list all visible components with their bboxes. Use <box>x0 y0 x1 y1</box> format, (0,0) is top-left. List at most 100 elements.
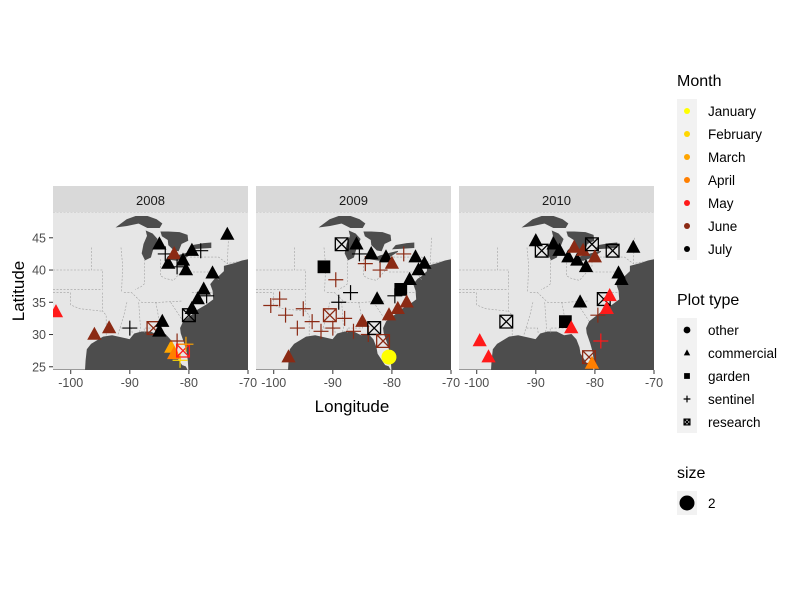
legend-shape-label: sentinel <box>708 392 755 407</box>
data-point-commercial <box>167 246 182 260</box>
data-point-commercial <box>587 249 602 263</box>
x-tick-label: -70 <box>442 376 460 390</box>
data-point-commercial <box>552 242 567 256</box>
data-point-commercial <box>546 236 561 250</box>
data-point-research <box>499 314 514 329</box>
x-tick-label: -70 <box>239 376 257 390</box>
data-point-commercial <box>599 300 614 314</box>
x-tick-label: -80 <box>586 376 604 390</box>
data-point-commercial <box>561 249 576 263</box>
data-point-commercial <box>408 249 423 263</box>
y-tick-label: 40 <box>32 264 46 278</box>
map-background <box>459 212 654 370</box>
legend-month-key <box>684 177 690 183</box>
data-point-commercial <box>602 288 617 302</box>
data-point-commercial <box>161 255 176 269</box>
data-point-research <box>322 308 337 323</box>
x-tick-label: -80 <box>383 376 401 390</box>
legend-month-label: June <box>708 219 737 234</box>
data-point-commercial <box>402 271 417 285</box>
legend-shape-key <box>683 349 691 356</box>
data-point-commercial <box>626 239 641 253</box>
data-point-commercial <box>567 239 582 253</box>
data-points <box>472 233 641 369</box>
data-point-sentinel <box>590 307 606 323</box>
data-points <box>53 226 235 368</box>
data-point-sentinel <box>325 320 341 336</box>
data-point-research <box>605 243 620 258</box>
x-tick-label: -90 <box>527 376 545 390</box>
data-point-sentinel <box>278 307 294 323</box>
data-point-sentinel <box>351 246 367 262</box>
legend-shape-key <box>684 373 690 379</box>
data-point-sentinel <box>295 301 311 317</box>
legend-shape-label: garden <box>708 369 750 384</box>
data-point-commercial <box>196 281 211 295</box>
data-point-sentinel <box>337 310 353 326</box>
legend-size-title: size <box>677 465 706 482</box>
legend-month-label: April <box>708 173 735 188</box>
data-point-sentinel <box>169 259 185 275</box>
legend-shape-key <box>683 418 691 426</box>
data-point-commercial <box>417 255 432 269</box>
legend-shape-label: research <box>708 415 761 430</box>
legend-size-label: 2 <box>708 496 716 511</box>
data-point-sentinel <box>331 294 347 310</box>
data-point-commercial <box>349 236 364 250</box>
facet-panel-2009: 2009 <box>256 186 451 370</box>
data-point-commercial <box>564 320 579 334</box>
data-point-sentinel <box>178 336 194 352</box>
legend-month-key <box>684 246 690 252</box>
data-point-commercial <box>190 291 205 305</box>
data-point-commercial <box>614 271 629 285</box>
legend-size-key <box>679 495 695 511</box>
legend-month-key <box>684 154 690 160</box>
data-point-garden <box>317 260 331 274</box>
data-point-commercial <box>378 249 394 263</box>
legend-shape-title: Plot type <box>677 292 739 309</box>
data-point-sentinel <box>593 333 609 349</box>
data-point-commercial <box>155 313 170 327</box>
legend-month-label: July <box>708 242 732 257</box>
data-point-commercial <box>364 246 379 260</box>
legend: Month January February March April May June Jul… <box>677 73 777 515</box>
data-point-commercial <box>584 355 600 369</box>
data-point-commercial <box>281 349 296 363</box>
data-points <box>263 236 432 365</box>
legend-month-title: Month <box>677 73 721 90</box>
data-point-other <box>381 349 397 365</box>
legend-month-label: January <box>708 104 756 119</box>
facet-strip <box>256 186 451 212</box>
legend-month-key <box>684 108 690 114</box>
facet-strip-label: 2010 <box>542 193 571 208</box>
data-point-commercial <box>528 233 543 247</box>
legend-month-key <box>684 223 690 229</box>
data-point-commercial <box>205 265 220 279</box>
data-point-commercial <box>102 320 117 334</box>
facet-strip-label: 2009 <box>339 193 368 208</box>
data-point-commercial <box>178 262 194 276</box>
data-point-commercial <box>570 252 585 266</box>
data-point-sentinel <box>372 262 388 278</box>
map-background <box>256 212 451 370</box>
x-tick-label: -80 <box>180 376 198 390</box>
data-point-sentinel <box>263 298 279 314</box>
data-point-garden <box>394 283 408 296</box>
data-point-sentinel <box>346 323 361 339</box>
data-point-research <box>376 333 391 349</box>
data-point-commercial <box>152 323 167 337</box>
x-tick-label: -70 <box>645 376 663 390</box>
data-point-research <box>334 237 349 252</box>
data-point-sentinel <box>304 314 320 330</box>
x-axis-title: Longitude <box>315 397 390 416</box>
data-point-commercial <box>573 294 588 308</box>
data-point-garden <box>558 315 572 329</box>
y-tick-label: 35 <box>32 296 46 310</box>
data-point-sentinel <box>343 285 359 301</box>
x-tick-label: -90 <box>121 376 139 390</box>
facet-strip-label: 2008 <box>136 193 165 208</box>
legend-month-key <box>684 131 690 137</box>
facet-strip <box>53 186 248 212</box>
